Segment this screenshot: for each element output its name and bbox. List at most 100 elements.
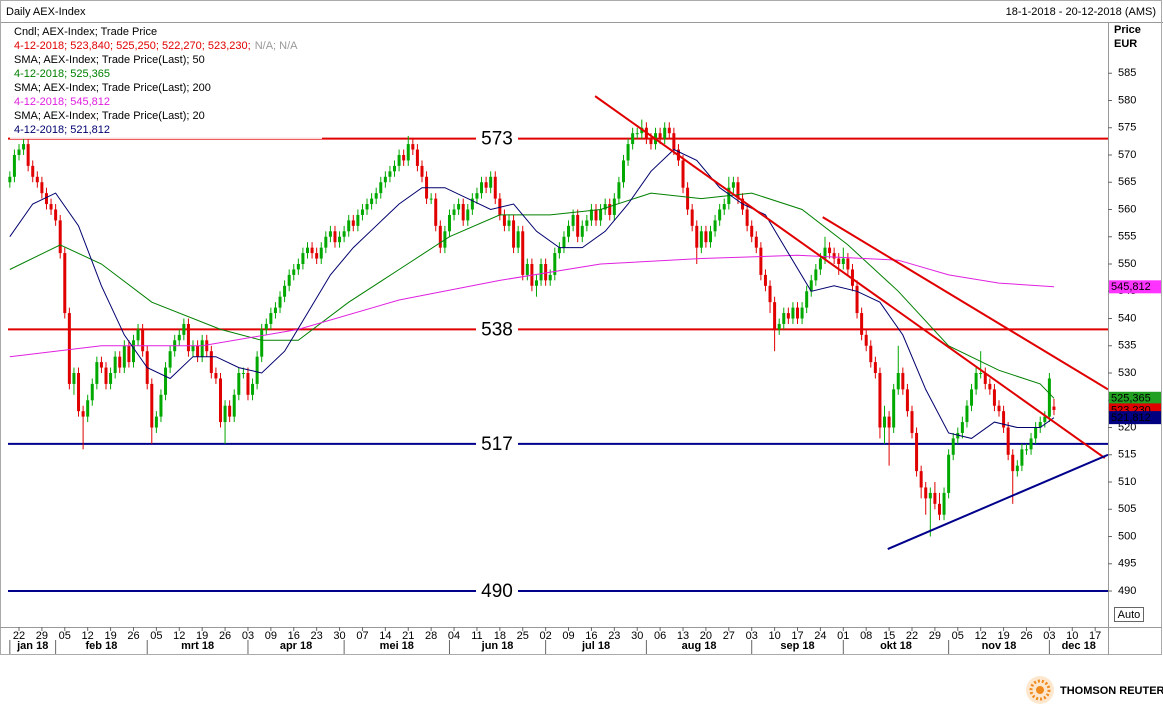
candle-body [402, 154, 406, 161]
candle-body [118, 356, 122, 368]
candle-body [878, 373, 882, 428]
candle-body [232, 394, 236, 417]
candle-body [191, 345, 195, 352]
candle-body [12, 154, 16, 177]
candle-body [22, 144, 26, 150]
candle-body [99, 362, 103, 368]
candle-body [1011, 454, 1015, 472]
month-label: dec 18 [1062, 640, 1096, 652]
candle-body [571, 214, 575, 226]
legend-detail: 4-12-2018; 521,812 [14, 124, 110, 136]
x-tick-label: 16 [585, 630, 597, 642]
candle-body [892, 389, 896, 428]
plot [8, 95, 1108, 593]
candle-body [415, 149, 419, 166]
candle-body [310, 247, 314, 254]
candle-body [379, 182, 383, 194]
candle-body [278, 296, 282, 308]
x-tick-label: 10 [768, 630, 780, 642]
candle-body [228, 405, 232, 417]
value-tag-label: 545,812 [1111, 281, 1151, 293]
candle-body [521, 231, 525, 275]
candle-body [209, 351, 213, 374]
candle-body [1006, 427, 1010, 455]
x-tick-label: 30 [333, 630, 345, 642]
candle-body [223, 405, 227, 423]
auto-button-label[interactable]: Auto [1118, 609, 1141, 621]
month-label: jun 18 [481, 640, 514, 652]
candle-body [159, 394, 163, 417]
candle-body [328, 231, 332, 237]
candle-body [763, 274, 767, 286]
candle-body [301, 253, 305, 264]
candle-body [150, 383, 154, 428]
candle-body [351, 220, 355, 226]
legend-detail: 4-12-2018; 545,812 [14, 96, 110, 108]
candle-body [951, 438, 955, 455]
candle-body [663, 127, 667, 139]
candle-body [718, 209, 722, 221]
x-tick-label: 07 [356, 630, 368, 642]
candle-body [580, 225, 584, 237]
month-label: sep 18 [780, 640, 814, 652]
auto-button[interactable] [1114, 607, 1144, 622]
candle-body [470, 198, 474, 210]
candle-body [260, 329, 264, 357]
frame [0, 0, 1162, 655]
month-label: okt 18 [880, 640, 912, 652]
x-tick-label: 08 [860, 630, 872, 642]
candle-body [970, 389, 974, 406]
candle-body [1043, 416, 1047, 423]
candle-body [287, 274, 291, 286]
y-axis-unit: EUR [1114, 38, 1137, 50]
candle-body [342, 231, 346, 237]
legend-title: SMA; AEX-Index; Trade Price(Last); 200 [14, 82, 211, 94]
candle-body [493, 176, 497, 199]
candle-body [457, 204, 461, 210]
x-tick-label: 02 [540, 630, 552, 642]
y-tick-label: 510 [1118, 476, 1136, 488]
y-tick-label: 570 [1118, 149, 1136, 161]
candle-body [534, 280, 538, 286]
x-tick-label: 20 [700, 630, 712, 642]
x-tick-label: 03 [746, 630, 758, 642]
candle-body [516, 231, 520, 248]
candle-body [466, 209, 470, 221]
month-label: feb 18 [86, 640, 118, 652]
candle-body [58, 220, 62, 254]
value-tag [1109, 391, 1161, 405]
legend-title: Cndl; AEX-Index; Trade Price [14, 26, 157, 38]
chart-title: Daily AEX-Index [6, 6, 86, 18]
x-tick-label: 19 [196, 630, 208, 642]
candle-body [388, 171, 392, 177]
candle-body [296, 264, 300, 270]
candle-body [324, 236, 328, 248]
sma-line [9, 192, 1055, 399]
candle-body [594, 209, 598, 221]
candle-body [773, 302, 777, 330]
candle-body [750, 225, 754, 237]
candle-body [164, 367, 168, 395]
candle-body [347, 220, 351, 232]
x-tick-label: 29 [929, 630, 941, 642]
date-range: 18-1-2018 - 20-12-2018 (AMS) [1006, 6, 1156, 18]
candle-body [131, 340, 135, 363]
y-tick-label: 505 [1118, 503, 1136, 515]
candle-body [658, 133, 662, 139]
x-tick-label: 03 [1043, 630, 1055, 642]
candle-body [699, 231, 703, 248]
candle-body [796, 307, 800, 319]
x-tick-label: 23 [311, 630, 323, 642]
candle-body [283, 285, 287, 297]
x-tick-label: 11 [471, 630, 482, 642]
candle-body [49, 204, 53, 210]
x-tick-label: 27 [723, 630, 735, 642]
y-tick-label: 580 [1118, 94, 1136, 106]
y-tick-label: 565 [1118, 176, 1136, 188]
candle-body [292, 269, 296, 275]
candle-body [942, 492, 946, 515]
candle-body [218, 378, 222, 423]
x-tick-label: 25 [517, 630, 529, 642]
y-axis-label: Price [1114, 24, 1141, 36]
